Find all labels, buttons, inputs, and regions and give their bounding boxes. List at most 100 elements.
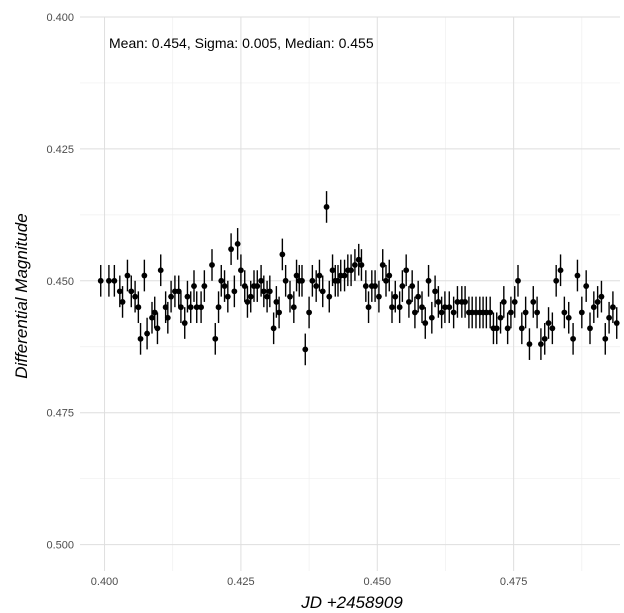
point-marker bbox=[428, 314, 435, 321]
point-marker bbox=[438, 309, 445, 316]
point-marker bbox=[487, 309, 494, 316]
y-tick-label: 0.475 bbox=[46, 408, 74, 420]
data-point bbox=[228, 233, 234, 265]
data-point bbox=[241, 270, 248, 302]
point-marker bbox=[231, 288, 238, 295]
data-point bbox=[157, 254, 164, 287]
point-marker bbox=[218, 277, 225, 284]
data-point bbox=[128, 275, 135, 308]
stats-annotation: Mean: 0.454, Sigma: 0.005, Median: 0.455 bbox=[109, 35, 374, 51]
data-point bbox=[372, 270, 378, 302]
data-point bbox=[574, 259, 581, 292]
data-point bbox=[526, 328, 533, 360]
data-point bbox=[132, 280, 138, 313]
point-marker bbox=[132, 293, 138, 300]
data-point bbox=[254, 270, 261, 302]
y-tick-label: 0.400 bbox=[46, 12, 74, 24]
point-marker bbox=[154, 325, 161, 332]
point-marker bbox=[379, 262, 386, 268]
point-marker bbox=[168, 293, 174, 300]
point-marker bbox=[526, 341, 533, 348]
data-point bbox=[209, 249, 215, 281]
data-point bbox=[578, 296, 585, 329]
data-point bbox=[106, 264, 112, 297]
point-marker bbox=[594, 299, 601, 305]
point-marker bbox=[247, 293, 254, 300]
point-marker bbox=[293, 272, 300, 279]
data-point bbox=[450, 296, 457, 329]
data-point bbox=[376, 280, 382, 313]
data-point bbox=[487, 296, 494, 329]
point-marker bbox=[244, 299, 251, 305]
point-marker bbox=[352, 262, 358, 268]
point-marker bbox=[538, 341, 544, 348]
data-point bbox=[221, 270, 228, 302]
point-marker bbox=[319, 288, 326, 295]
data-point bbox=[610, 291, 616, 324]
point-marker bbox=[175, 288, 182, 295]
data-point bbox=[541, 323, 548, 355]
point-marker bbox=[178, 304, 184, 311]
point-marker bbox=[279, 251, 286, 258]
data-point bbox=[497, 301, 504, 334]
data-point bbox=[191, 270, 197, 302]
data-point bbox=[422, 307, 429, 339]
point-marker bbox=[392, 293, 399, 300]
data-point bbox=[234, 228, 241, 260]
point-marker bbox=[358, 262, 365, 268]
point-marker bbox=[545, 320, 552, 326]
data-point bbox=[266, 275, 273, 308]
point-marker bbox=[221, 283, 228, 289]
point-marker bbox=[313, 283, 320, 289]
y-tick-label: 0.450 bbox=[46, 276, 74, 288]
point-marker bbox=[97, 277, 104, 284]
data-point bbox=[399, 270, 406, 302]
data-point bbox=[389, 291, 395, 324]
data-point bbox=[247, 280, 254, 313]
data-point bbox=[168, 280, 174, 313]
point-marker bbox=[151, 309, 158, 316]
data-point bbox=[454, 286, 461, 318]
data-point bbox=[175, 275, 182, 308]
data-point bbox=[154, 312, 161, 345]
data-point bbox=[587, 312, 593, 345]
point-marker bbox=[587, 325, 593, 332]
data-point bbox=[193, 291, 200, 324]
point-marker bbox=[403, 267, 410, 274]
point-marker bbox=[323, 204, 330, 210]
point-marker bbox=[383, 277, 389, 284]
point-marker bbox=[144, 330, 150, 337]
x-tick-label: 0.475 bbox=[500, 576, 528, 588]
data-point bbox=[141, 259, 148, 292]
point-marker bbox=[396, 304, 403, 311]
point-marker bbox=[228, 246, 234, 253]
point-marker bbox=[462, 299, 468, 305]
point-marker bbox=[432, 288, 438, 295]
data-point bbox=[326, 280, 333, 313]
point-marker bbox=[162, 304, 169, 311]
point-marker bbox=[306, 309, 312, 316]
data-point bbox=[557, 254, 564, 287]
point-marker bbox=[435, 299, 442, 305]
y-axis-title: Differential Magnitude bbox=[12, 213, 31, 378]
x-tick-label: 0.425 bbox=[227, 576, 255, 588]
point-marker bbox=[335, 277, 341, 284]
point-marker bbox=[302, 346, 309, 353]
point-marker bbox=[493, 325, 500, 332]
data-point bbox=[545, 307, 552, 339]
point-marker bbox=[412, 309, 418, 316]
data-point bbox=[184, 280, 191, 313]
point-marker bbox=[511, 299, 518, 305]
data-point bbox=[396, 291, 403, 324]
point-marker bbox=[442, 304, 448, 311]
point-marker bbox=[224, 293, 231, 300]
data-point bbox=[218, 264, 225, 297]
data-point bbox=[590, 291, 597, 324]
data-point bbox=[244, 286, 251, 318]
point-marker bbox=[124, 272, 131, 279]
point-marker bbox=[149, 314, 155, 321]
point-marker bbox=[504, 325, 511, 332]
data-point bbox=[201, 270, 208, 302]
data-point bbox=[515, 264, 521, 297]
data-point bbox=[508, 296, 514, 329]
